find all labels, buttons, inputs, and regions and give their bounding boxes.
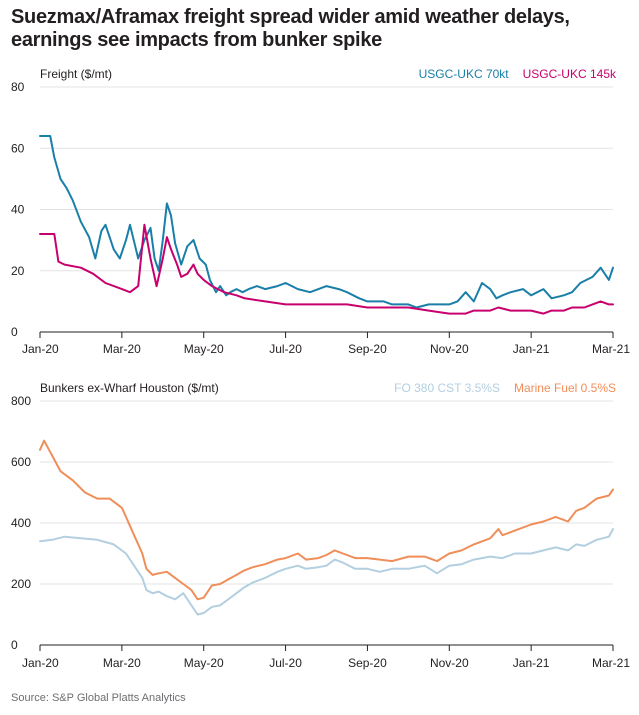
x-tick-label: Jul-20 [269,656,302,670]
x-tick-label: Sep-20 [348,342,387,356]
legend-entry: USGC-UKC 145k [523,67,617,81]
series-line-1 [39,528,614,616]
x-tick-label: Jan-21 [513,656,550,670]
y-tick-label: 20 [11,264,25,278]
x-tick-label: Mar-21 [592,342,630,356]
x-tick-label: Jan-20 [22,656,59,670]
legend-entry: Marine Fuel 0.5%S [514,381,616,395]
x-tick-label: Jan-21 [513,342,550,356]
y-tick-label: 60 [11,141,25,155]
legend-entry: FO 380 CST 3.5%S [394,381,500,395]
x-tick-label: Jul-20 [269,342,302,356]
x-tick-label: Sep-20 [348,656,387,670]
y-axis-label: Freight ($/mt) [40,67,112,81]
chart-title-line-2: earnings see impacts from bunker spike [11,29,382,51]
x-tick-label: Mar-21 [592,656,630,670]
freight-chart: 0 20 40 60 80 Jan-20 Mar-20 May-20 Jul-20 Sep-20 N… [11,67,630,356]
y-tick-label: 0 [11,325,18,339]
chart-title: Suezmax/Aframax freight spread wider ami… [11,6,631,52]
x-tick-label: Jan-20 [22,342,59,356]
source-note: Source: S&P Global Platts Analytics [11,692,186,704]
y-axis-label: Bunkers ex-Wharf Houston ($/mt) [40,381,219,395]
y-tick-label: 200 [11,577,31,591]
x-tick-label: Nov-20 [430,342,469,356]
x-tick-label: Mar-20 [103,342,141,356]
x-tick-label: Nov-20 [430,656,469,670]
series-line-2 [39,223,614,315]
y-tick-label: 600 [11,455,31,469]
legend-entry: USGC-UKC 70kt [419,67,510,81]
chart-title-line-1: Suezmax/Aframax freight spread wider ami… [11,6,570,28]
y-tick-label: 800 [11,394,31,408]
x-tick-label: Mar-20 [103,656,141,670]
y-tick-label: 0 [11,638,18,652]
bunkers-chart: 0 200 400 600 800 Jan-20 Mar-20 May-20 Jul-20 Sep… [11,381,630,670]
x-tick-label: May-20 [184,656,224,670]
y-tick-label: 400 [11,516,31,530]
series-line-2 [39,439,614,601]
x-tick-label: May-20 [184,342,224,356]
y-tick-label: 40 [11,203,25,217]
series-line-1 [39,135,614,309]
y-tick-label: 80 [11,80,25,94]
